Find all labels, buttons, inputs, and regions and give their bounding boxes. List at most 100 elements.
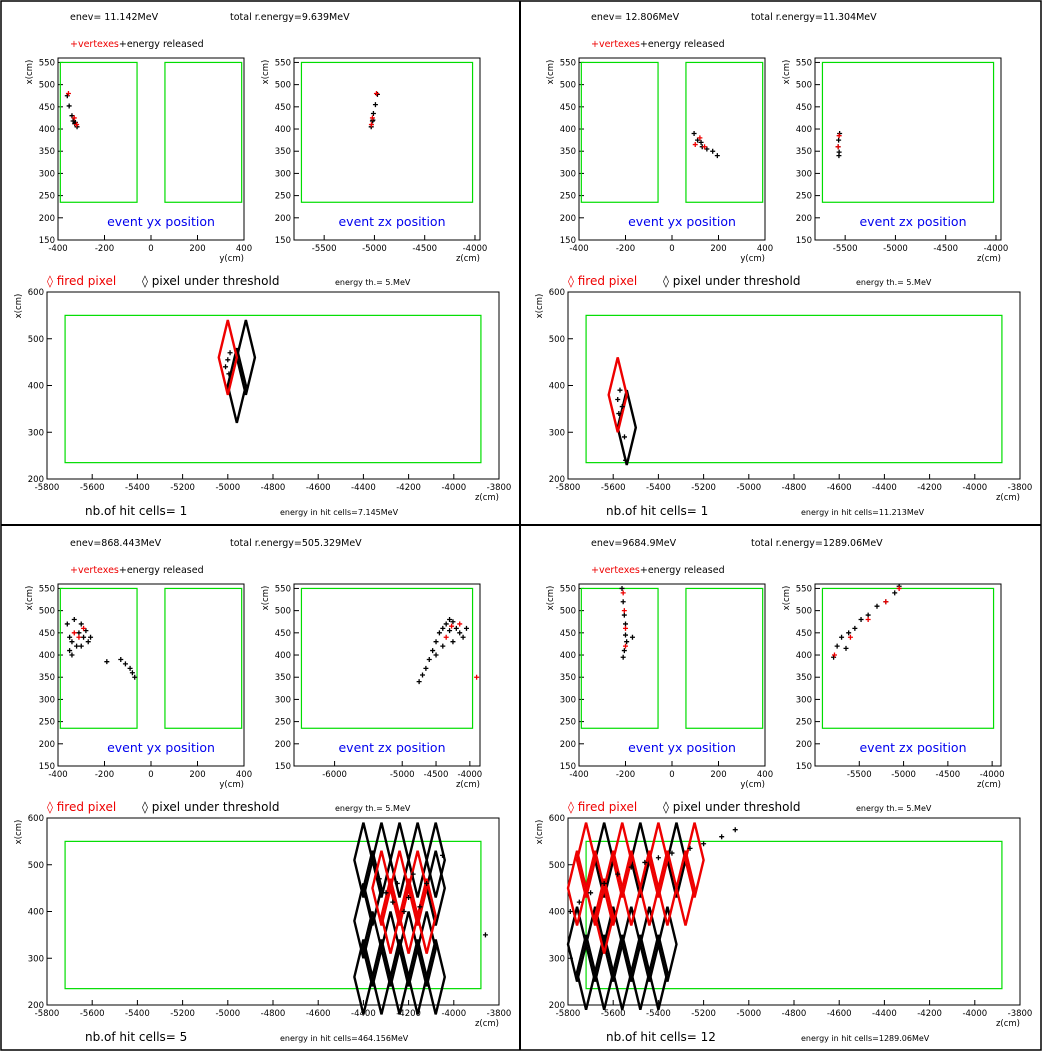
y-tick-label: 150: [560, 762, 576, 772]
energy-threshold-label: energy th.= 5.MeV: [856, 278, 932, 287]
x-tick-label: -4500: [936, 770, 961, 780]
yx-vertex: [702, 144, 708, 150]
yx-vertex: [697, 135, 703, 141]
hit-cells-count: nb.of hit cells= 12: [606, 1030, 716, 1044]
y-tick-label: 350: [39, 673, 55, 683]
yx-energy-point: [66, 103, 72, 109]
grid-energy-point: [223, 364, 229, 370]
yx-vertex: [81, 625, 87, 631]
x-tick-label: -5800: [556, 1009, 581, 1019]
yx-energy-point: [69, 639, 75, 645]
yx-module-right: [164, 61, 243, 203]
x-axis-title: z(cm): [977, 254, 1001, 264]
y-tick-label: 350: [560, 673, 576, 683]
y-axis-title: x(cm): [25, 586, 35, 611]
x-tick-label: -5000: [891, 770, 916, 780]
y-tick-label: 300: [39, 695, 55, 705]
pixel-under-threshold-legend: ◊ pixel under threshold: [142, 274, 279, 288]
yx-module-left: [59, 61, 138, 203]
y-tick-label: 200: [796, 740, 812, 750]
panel-1: enev= 12.806MeV total r.energy=11.304MeV +…: [535, 12, 1032, 518]
under-threshold-pixel: [416, 911, 437, 987]
y-tick-label: 500: [796, 81, 812, 91]
yx-energy-point: [623, 621, 628, 627]
x-tick-label: -4200: [396, 483, 421, 493]
zx-energy-point: [430, 648, 436, 654]
total-energy-label: total r.energy=505.329MeV: [230, 538, 362, 549]
grid-energy-point: [406, 894, 412, 900]
fired-pixel: [416, 878, 437, 954]
under-threshold-pixel: [639, 906, 660, 982]
y-tick-label: 450: [796, 103, 812, 113]
y-tick-label: 450: [275, 103, 291, 113]
zx-module: [300, 587, 474, 729]
x-tick-label: 200: [189, 244, 205, 254]
y-tick-label: 400: [39, 125, 55, 135]
yx-energy-point: [67, 634, 73, 640]
y-tick-label: 150: [275, 236, 291, 246]
yx-energy-point: [69, 652, 75, 658]
x-tick-label: -4800: [261, 483, 286, 493]
x-tick-label: -200: [95, 244, 114, 254]
enev-label: enev=868.443MeV: [70, 538, 162, 549]
x-axis-title: z(cm): [456, 780, 480, 790]
under-threshold-pixel: [226, 347, 248, 424]
x-tick-label: -5000: [736, 1009, 761, 1019]
x-tick-label: -4500: [933, 244, 958, 254]
x-tick-label: -4600: [306, 1009, 331, 1019]
y-tick-label: 300: [275, 695, 291, 705]
grid-energy-point: [732, 827, 738, 833]
x-tick-label: -5000: [390, 770, 415, 780]
y-tick-label: 500: [275, 607, 291, 617]
zx-plot-label: event zx position: [338, 740, 445, 755]
yx-energy-point: [64, 621, 70, 627]
pixel-under-threshold-legend: ◊ pixel under threshold: [142, 800, 279, 814]
x-tick-label: -4200: [396, 1009, 421, 1019]
yx-plot-frame: [57, 57, 245, 241]
fired-pixel: [639, 850, 660, 926]
energy-threshold-label: energy th.= 5.MeV: [335, 804, 411, 813]
y-tick-label: 250: [275, 718, 291, 728]
y-tick-label: 350: [560, 147, 576, 157]
zx-plot-label: event zx position: [338, 214, 445, 229]
fired-pixel: [389, 850, 410, 926]
grid-energy-point: [390, 899, 396, 905]
hit-cells-count: nb.of hit cells= 1: [606, 504, 708, 518]
y-axis-title: x(cm): [546, 586, 556, 611]
x-tick-label: -5400: [646, 483, 671, 493]
x-tick-label: -5600: [80, 1009, 105, 1019]
x-tick-label: -4200: [917, 1009, 942, 1019]
yx-vertex: [71, 115, 77, 121]
fired-pixel: [584, 850, 606, 926]
y-tick-label: 350: [275, 673, 291, 683]
x-tick-label: -5400: [646, 1009, 671, 1019]
x-tick-label: 400: [757, 770, 773, 780]
y-tick-label: 150: [39, 236, 55, 246]
x-tick-label: -4000: [441, 1009, 466, 1019]
grid-module: [64, 840, 482, 990]
y-tick-label: 550: [39, 584, 55, 594]
x-tick-label: -4800: [261, 1009, 286, 1019]
y-tick-label: 300: [275, 169, 291, 179]
grid-energy-point: [628, 864, 634, 870]
x-tick-label: -5500: [312, 244, 337, 254]
y-tick-label: 200: [796, 214, 812, 224]
x-axis-title: y(cm): [740, 780, 765, 790]
y-tick-label: 400: [275, 125, 291, 135]
yx-plot-frame: [57, 583, 245, 767]
fired-pixel: [407, 850, 428, 926]
zx-vertex: [474, 674, 480, 680]
fired-pixel: [566, 850, 588, 926]
under-threshold-pixel: [425, 939, 446, 1015]
x-tick-label: -4400: [351, 483, 376, 493]
energy-in-hit-cells: energy in hit cells=7.145MeV: [280, 508, 399, 517]
under-threshold-pixel: [616, 389, 638, 466]
y-tick-label: 450: [39, 629, 55, 639]
y-tick-label: 200: [549, 475, 565, 485]
grid-energy-point: [383, 890, 389, 896]
yx-energy-point: [698, 139, 704, 145]
yx-module-left: [580, 61, 659, 203]
hit-cells-count: nb.of hit cells= 1: [85, 504, 187, 518]
zx-vertex: [373, 91, 379, 97]
y-tick-label: 400: [275, 651, 291, 661]
